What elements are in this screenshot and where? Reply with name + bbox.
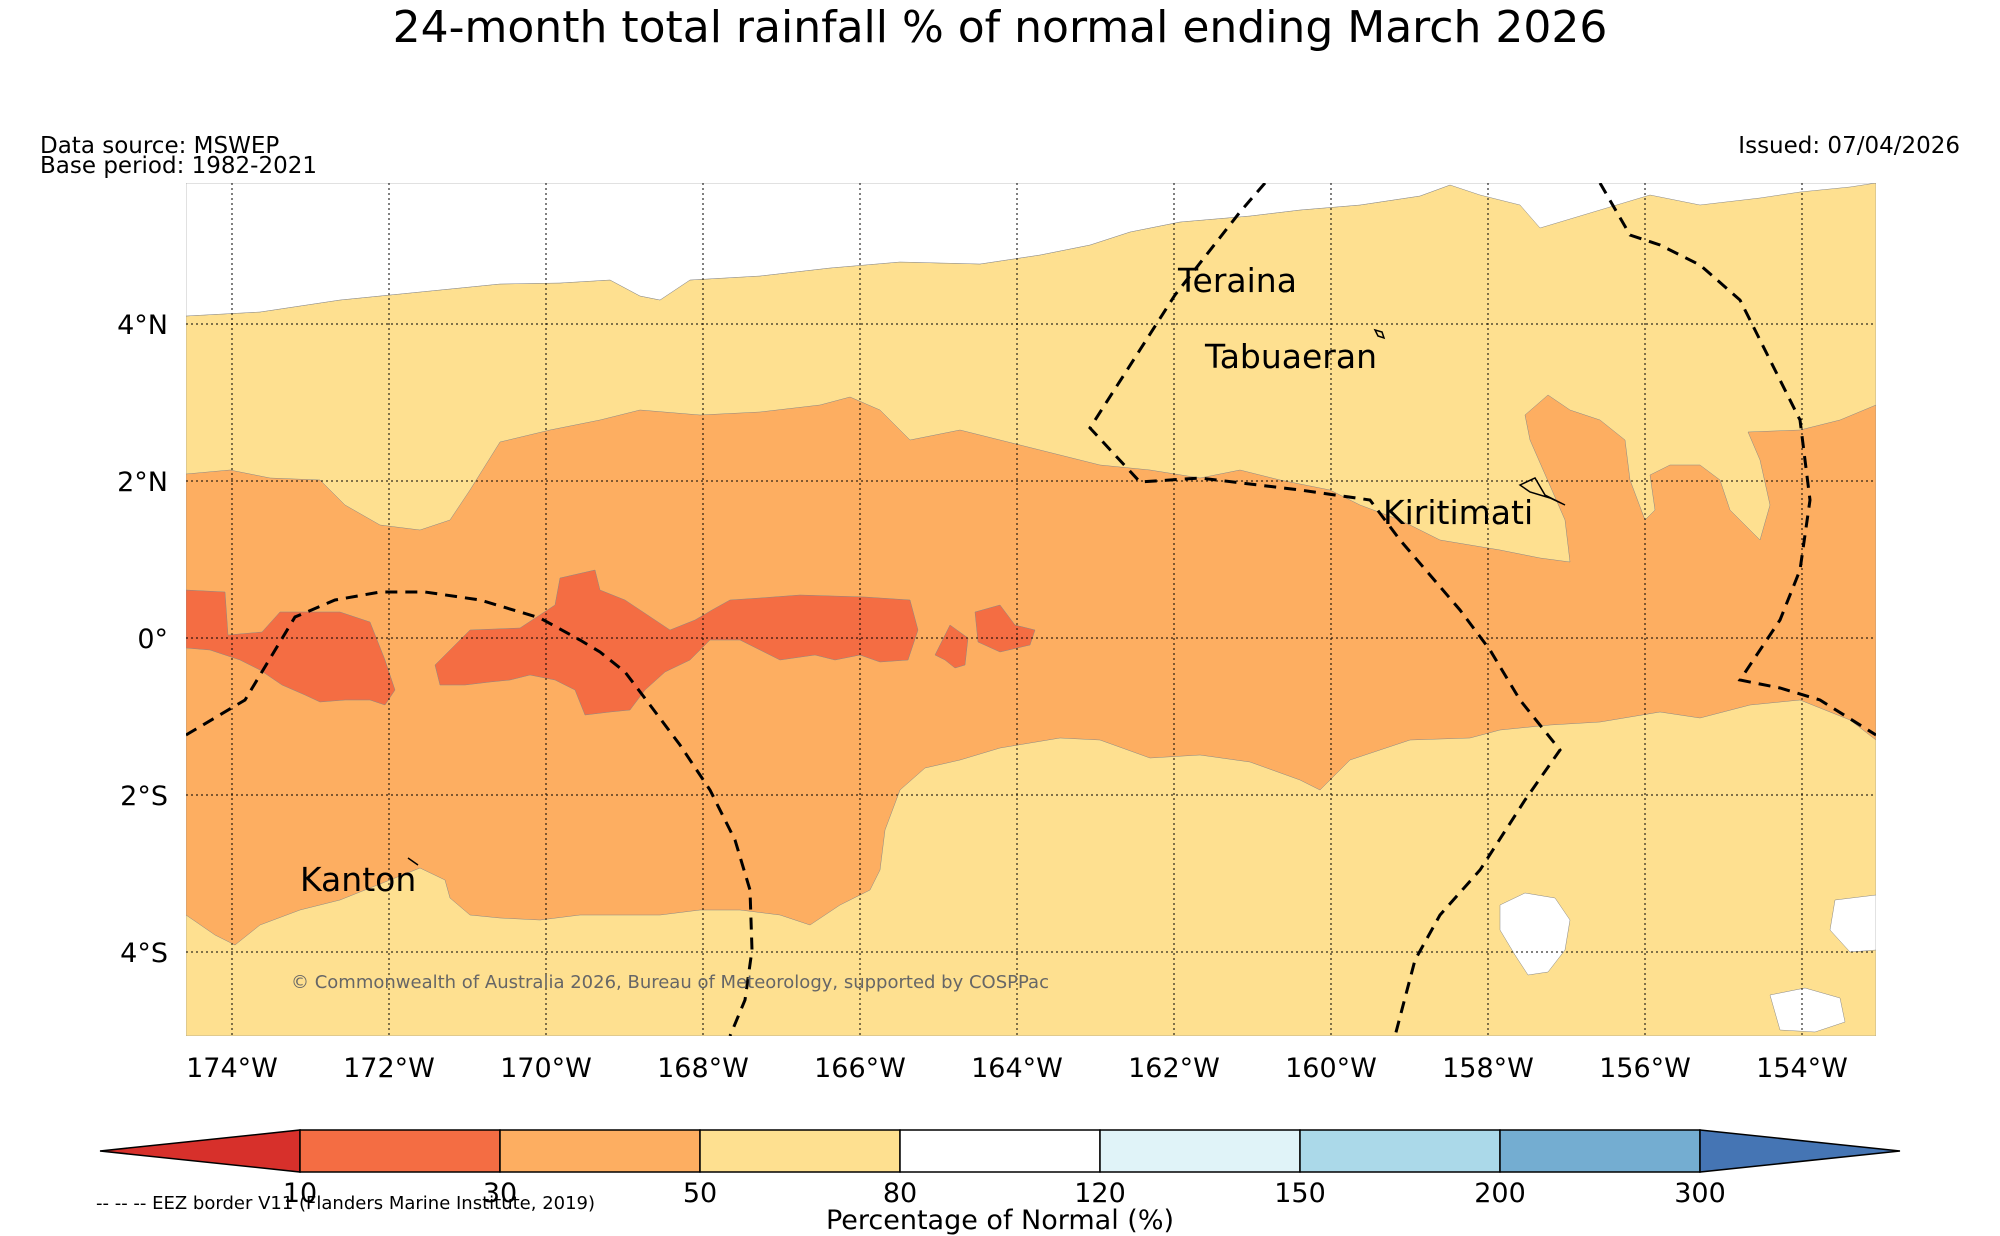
colorbar bbox=[99, 1129, 1901, 1173]
lon-label: 174°W bbox=[186, 1053, 278, 1084]
colorbar-extend-high bbox=[1699, 1129, 1901, 1173]
place-label-teraina: Teraina bbox=[1177, 261, 1297, 300]
colorbar-tick: 50 bbox=[683, 1178, 717, 1209]
eez-border bbox=[186, 183, 1876, 1036]
colorbar-segment bbox=[499, 1129, 701, 1173]
rainfall-10-30-zone bbox=[434, 569, 919, 716]
colorbar-segment bbox=[1299, 1129, 1501, 1173]
no-data-patch bbox=[186, 183, 1876, 317]
colorbar-segment bbox=[899, 1129, 1101, 1173]
colorbar-tick: 200 bbox=[1474, 1178, 1526, 1209]
lon-label: 170°W bbox=[500, 1053, 592, 1084]
colorbar-tick: 150 bbox=[1274, 1178, 1326, 1209]
lon-label: 168°W bbox=[657, 1053, 749, 1084]
colorbar-tick: 30 bbox=[483, 1178, 517, 1209]
colorbar-ticks: 10 30 50 80 120 150 200 300 bbox=[283, 1178, 1726, 1209]
data-source: Data source: MSWEP bbox=[40, 133, 280, 159]
lon-label: 156°W bbox=[1599, 1053, 1691, 1084]
lon-label: 162°W bbox=[1128, 1053, 1220, 1084]
copyright-note: © Commonwealth of Australia 2026, Bureau… bbox=[291, 972, 1049, 993]
base-period: Base period: 1982-2021 bbox=[40, 153, 318, 179]
no-data-patch bbox=[1829, 894, 1876, 953]
colorbar-tick: 120 bbox=[1074, 1178, 1126, 1209]
map-title: 24-month total rainfall % of normal endi… bbox=[392, 2, 1608, 53]
colorbar-tick: 10 bbox=[283, 1178, 317, 1209]
colorbar-tick: 300 bbox=[1674, 1178, 1726, 1209]
colorbar-extend-low bbox=[99, 1129, 301, 1173]
rainfall-30-50-zone bbox=[186, 394, 1876, 946]
colorbar-segment bbox=[1499, 1129, 1701, 1173]
lat-label: 0° bbox=[137, 624, 168, 655]
kiritimati-island bbox=[1518, 477, 1566, 506]
issued-date: Issued: 07/04/2026 bbox=[1738, 133, 1960, 159]
lon-label: 154°W bbox=[1756, 1053, 1848, 1084]
lon-label: 158°W bbox=[1442, 1053, 1534, 1084]
place-label-kanton: Kanton bbox=[300, 860, 416, 899]
colorbar-tick: 80 bbox=[883, 1178, 917, 1209]
lon-label: 166°W bbox=[814, 1053, 906, 1084]
eez-legend-note: -- -- -- EEZ border V11 (Flanders Marine… bbox=[96, 1193, 596, 1214]
tabuaeran-island bbox=[1373, 328, 1386, 340]
place-label-kiritimati: Kiritimati bbox=[1383, 493, 1533, 532]
lon-label: 164°W bbox=[971, 1053, 1063, 1084]
place-label-tabuaeran: Tabuaeran bbox=[1204, 337, 1377, 376]
kanton-island bbox=[407, 857, 419, 866]
lon-axis: 174°W 172°W 170°W 168°W 166°W 164°W 162°… bbox=[186, 1053, 1848, 1084]
lat-label: 2°S bbox=[120, 781, 168, 812]
rainfall-10-30-zone bbox=[934, 624, 969, 669]
lat-label: 4°N bbox=[117, 310, 168, 341]
islands bbox=[407, 328, 1566, 866]
no-data-patch bbox=[1499, 892, 1571, 976]
lat-axis: 4°N 2°N 0° 2°S 4°S bbox=[117, 310, 168, 969]
colorbar-segment bbox=[1099, 1129, 1301, 1173]
rainfall-10-30-zone bbox=[186, 589, 396, 706]
lat-label: 4°S bbox=[120, 938, 168, 969]
rainfall-map: Teraina Tabuaeran Kiritimati Kanton © Co… bbox=[186, 183, 1876, 1036]
graticule bbox=[186, 183, 1876, 1036]
colorbar-segment bbox=[299, 1129, 501, 1173]
lat-label: 2°N bbox=[117, 467, 168, 498]
colorbar-segment bbox=[699, 1129, 901, 1173]
lon-label: 172°W bbox=[343, 1053, 435, 1084]
lon-label: 160°W bbox=[1285, 1053, 1377, 1084]
colorbar-label: Percentage of Normal (%) bbox=[825, 1205, 1175, 1236]
no-data-patch bbox=[1769, 987, 1846, 1033]
